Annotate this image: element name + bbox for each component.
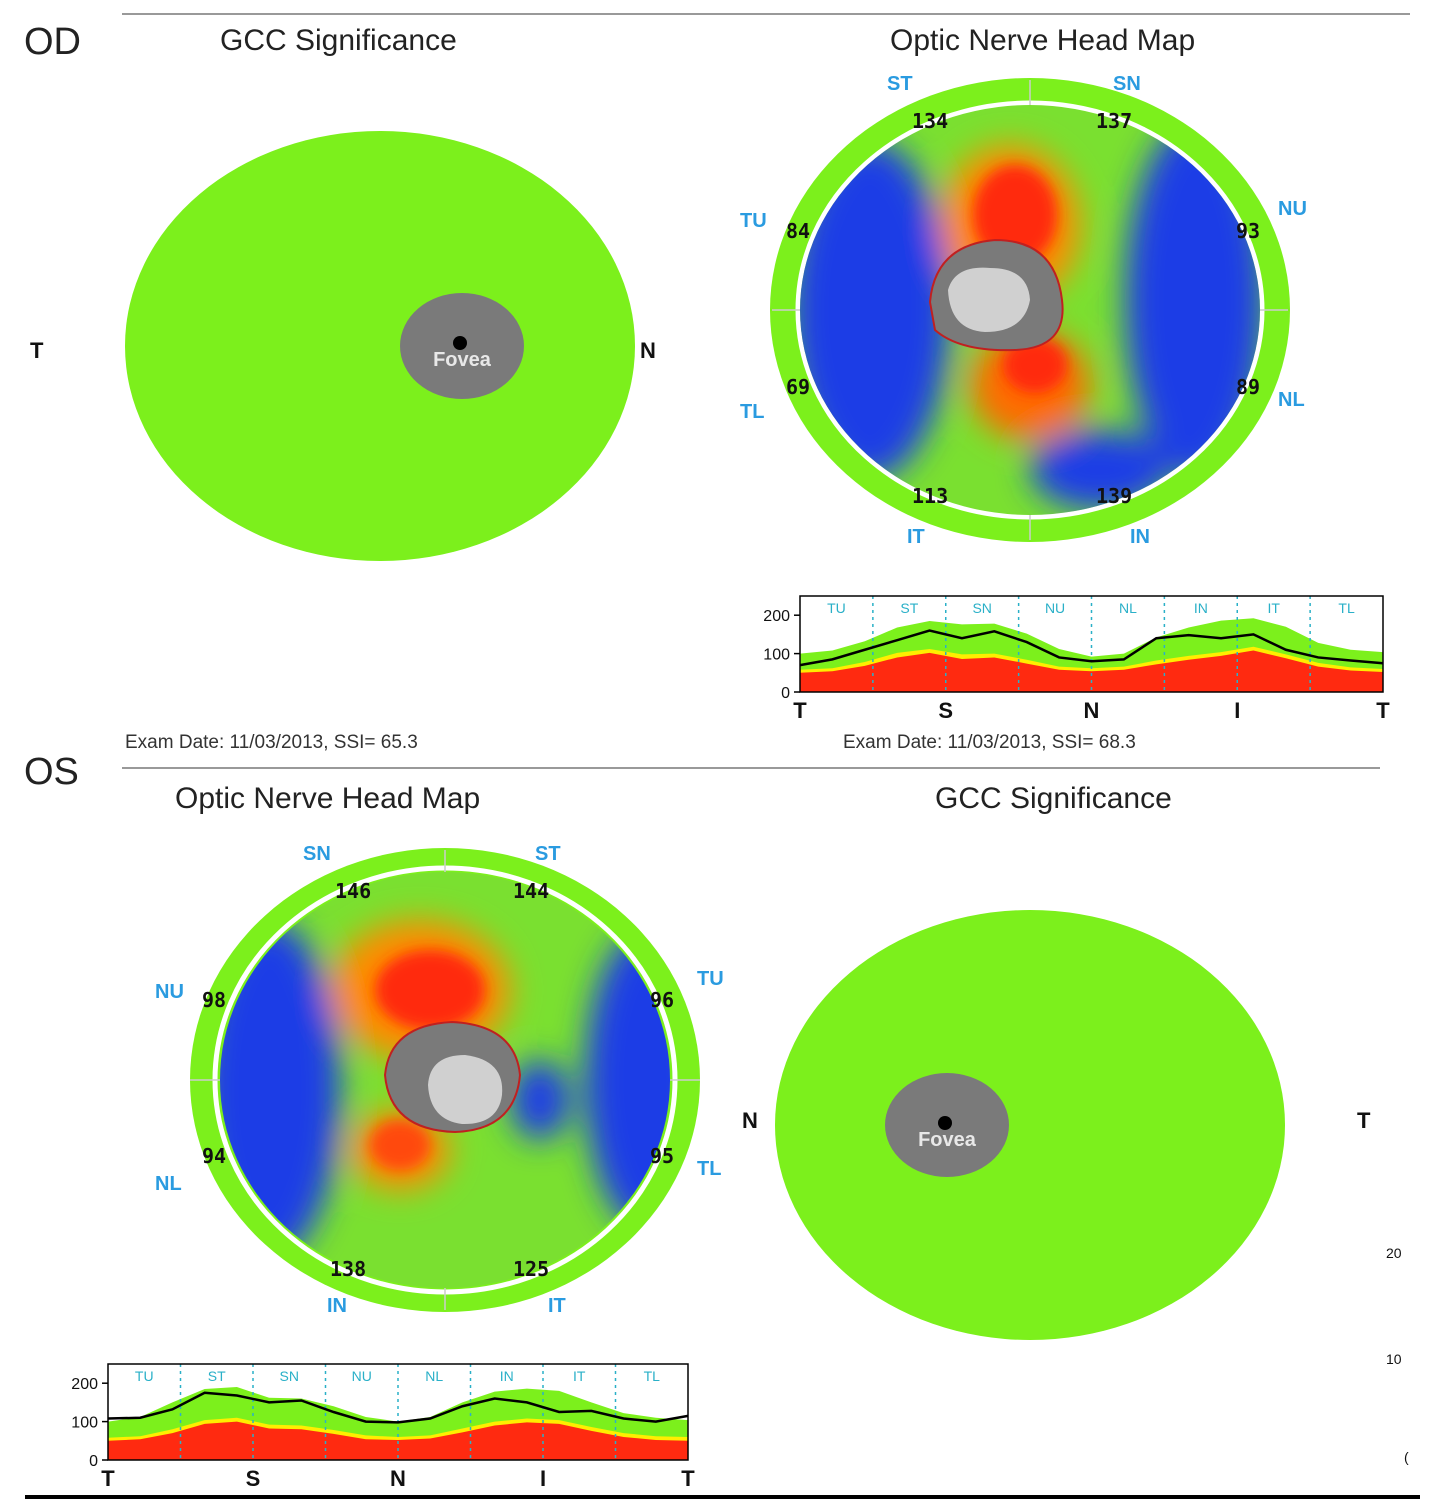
od-gcc-right-label: N: [640, 338, 656, 363]
os-graph-sector-label: TL: [644, 1368, 661, 1384]
os-graph-ytick-label: 100: [71, 1415, 98, 1432]
os-sector-sn: SN: [303, 843, 331, 865]
od-graph-xaxis-label: N: [1084, 698, 1100, 723]
os-value-nl: 94: [202, 1144, 226, 1168]
od-onh-heatmap: [800, 105, 1260, 515]
os-value-nu: 98: [202, 988, 226, 1012]
os-gcc-right-label: T: [1357, 1108, 1371, 1133]
os-graph-sector-label: NL: [425, 1368, 443, 1384]
od-value-tl: 69: [786, 375, 810, 399]
os-graph-xaxis-label: T: [681, 1466, 695, 1491]
os-value-sn: 146: [335, 879, 371, 903]
os-graph-frame: [107, 1363, 689, 1461]
od-eye-label: OD: [24, 21, 81, 63]
os-graph-xaxis-label: T: [101, 1466, 115, 1491]
od-onh-title: Optic Nerve Head Map: [890, 24, 1195, 57]
os-gcc-field: [775, 910, 1285, 1340]
od-sector-tu: TU: [740, 210, 767, 232]
od-sector-tl: TL: [740, 401, 764, 423]
od-sector-in: IN: [1130, 526, 1150, 548]
od-graph-xaxis-label: I: [1234, 698, 1240, 723]
od-fovea-dot: [453, 336, 467, 350]
os-value-tl: 95: [650, 1144, 674, 1168]
os-sector-tl: TL: [697, 1158, 721, 1180]
os-graph-xaxis-label: I: [540, 1466, 546, 1491]
os-sector-it: IT: [548, 1295, 566, 1317]
os-graph-ytick-label: 200: [71, 1376, 98, 1393]
od-sector-st: ST: [887, 73, 913, 95]
os-graph-sector-label: ST: [208, 1368, 226, 1384]
os-graph-sector-label: IN: [500, 1368, 514, 1384]
edge-fragment-upper: 20: [1386, 1245, 1402, 1261]
od-onh-map: [770, 78, 1290, 542]
os-gcc-map: Fovea: [775, 910, 1285, 1340]
od-fovea-label: Fovea: [433, 349, 492, 371]
od-graph-ytick-label: 0: [781, 685, 790, 702]
od-gcc-map: Fovea: [125, 131, 635, 561]
os-graph-sector-label: TU: [135, 1368, 154, 1384]
os-graph-xaxis-label: S: [246, 1466, 261, 1491]
od-exam-info-left: Exam Date: 11/03/2013, SSI= 65.3: [125, 732, 418, 753]
os-sector-tu: TU: [697, 968, 724, 990]
od-graph-sector-label: TU: [827, 600, 846, 616]
os-value-tu: 96: [650, 988, 674, 1012]
os-gcc-title: GCC Significance: [935, 782, 1172, 815]
od-value-in: 139: [1096, 484, 1132, 508]
od-value-nu: 93: [1236, 219, 1260, 243]
od-graph-sector-label: TL: [1338, 600, 1355, 616]
os-graph-sector-label: SN: [280, 1368, 299, 1384]
od-value-nl: 89: [1236, 375, 1260, 399]
os-onh-map: [190, 848, 700, 1312]
od-graph-ytick-label: 100: [763, 647, 790, 664]
od-exam-info-right: Exam Date: 11/03/2013, SSI= 68.3: [843, 732, 1136, 753]
os-graph-xaxis-label: N: [390, 1466, 406, 1491]
od-graph-sector-label: ST: [900, 600, 918, 616]
od-graph-frame: [799, 595, 1384, 693]
os-eye-label: OS: [24, 751, 79, 793]
od-gcc-field: [125, 131, 635, 561]
od-graph-sector-label: NL: [1119, 600, 1137, 616]
os-graph-sector-label: NU: [352, 1368, 372, 1384]
os-optic-cup: [428, 1055, 503, 1125]
od-graph-sector-label: SN: [972, 600, 991, 616]
od-graph-xaxis-label: T: [793, 698, 807, 723]
od-graph-sector-label: IT: [1267, 600, 1280, 616]
od-optic-cup: [948, 267, 1030, 332]
od-value-it: 113: [912, 484, 948, 508]
od-gcc-left-label: T: [30, 338, 44, 363]
od-gcc-title: GCC Significance: [220, 24, 457, 57]
os-fovea-dot: [938, 1116, 952, 1130]
od-graph-sector-label: NU: [1045, 600, 1065, 616]
os-graph-measured-line: [107, 1391, 689, 1424]
od-sector-nl: NL: [1278, 389, 1305, 411]
od-sector-nu: NU: [1278, 198, 1307, 220]
os-onh-title: Optic Nerve Head Map: [175, 782, 480, 815]
od-graph-xaxis-label: S: [938, 698, 953, 723]
od-value-tu: 84: [786, 219, 810, 243]
od-value-sn: 137: [1096, 109, 1132, 133]
od-graph-measured-line: [799, 629, 1384, 667]
od-graph-ytick-label: 200: [763, 608, 790, 625]
os-sector-nu: NU: [155, 981, 184, 1003]
edge-fragment-lower: 10: [1386, 1351, 1402, 1367]
os-gcc-left-label: N: [742, 1108, 758, 1133]
od-value-st: 134: [912, 109, 948, 133]
os-sector-nl: NL: [155, 1173, 182, 1195]
os-value-st: 144: [513, 879, 549, 903]
os-fovea-label: Fovea: [918, 1129, 977, 1151]
os-sector-in: IN: [327, 1295, 347, 1317]
os-sector-st: ST: [535, 843, 561, 865]
edge-fragment-tick: (: [1404, 1449, 1409, 1465]
os-graph-sector-label: IT: [573, 1368, 586, 1384]
od-graph-sector-label: IN: [1194, 600, 1208, 616]
od-sector-sn: SN: [1113, 73, 1141, 95]
od-graph-xaxis-label: T: [1376, 698, 1390, 723]
od-sector-it: IT: [907, 526, 925, 548]
os-value-in: 138: [330, 1257, 366, 1281]
os-graph-ytick-label: 0: [89, 1453, 98, 1470]
os-value-it: 125: [513, 1257, 549, 1281]
